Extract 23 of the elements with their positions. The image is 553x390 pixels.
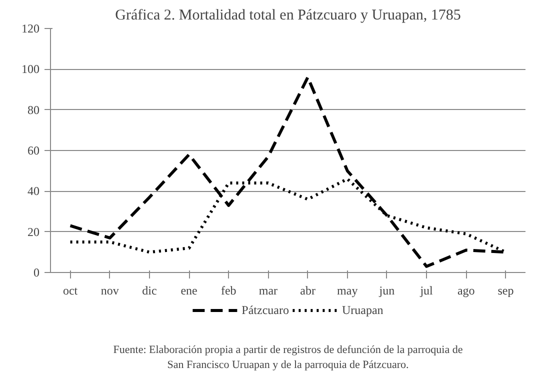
y-tick-label: 0 [34,266,40,280]
x-tick-label: sep [498,284,514,298]
x-tick-label: abr [300,284,316,298]
x-tick-label: ago [457,284,475,298]
y-tick-label: 60 [28,144,40,158]
chart-title: Gráfica 2. Mortalidad total en Pátzcuaro y Uruapan, 1785 [115,8,461,24]
legend-label: Uruapan [342,302,384,318]
x-tick-label: jun [378,284,395,298]
y-tick-label: 120 [22,22,40,36]
y-tick-label: 100 [22,62,40,76]
x-tick-label: feb [220,284,236,298]
x-tick-label: ene [180,284,198,298]
x-tick-label: jul [419,284,434,298]
y-tick-label: 80 [28,102,40,117]
source-note: Fuente: Elaboración propia a partir de registros de defunción de la parroquia de San Francisco Uruapan y de la parroquia de Pátzcuaro. [113,344,463,372]
legend-label: Pátzcuaro [242,302,289,318]
x-tick-label: nov [100,284,119,298]
x-tick-label: mar [258,284,278,298]
y-tick-label: 40 [28,184,40,198]
x-tick-label: oct [62,284,78,298]
x-tick-label: dic [142,284,157,298]
y-tick-label: 20 [28,224,40,239]
x-tick-label: may [337,284,358,298]
